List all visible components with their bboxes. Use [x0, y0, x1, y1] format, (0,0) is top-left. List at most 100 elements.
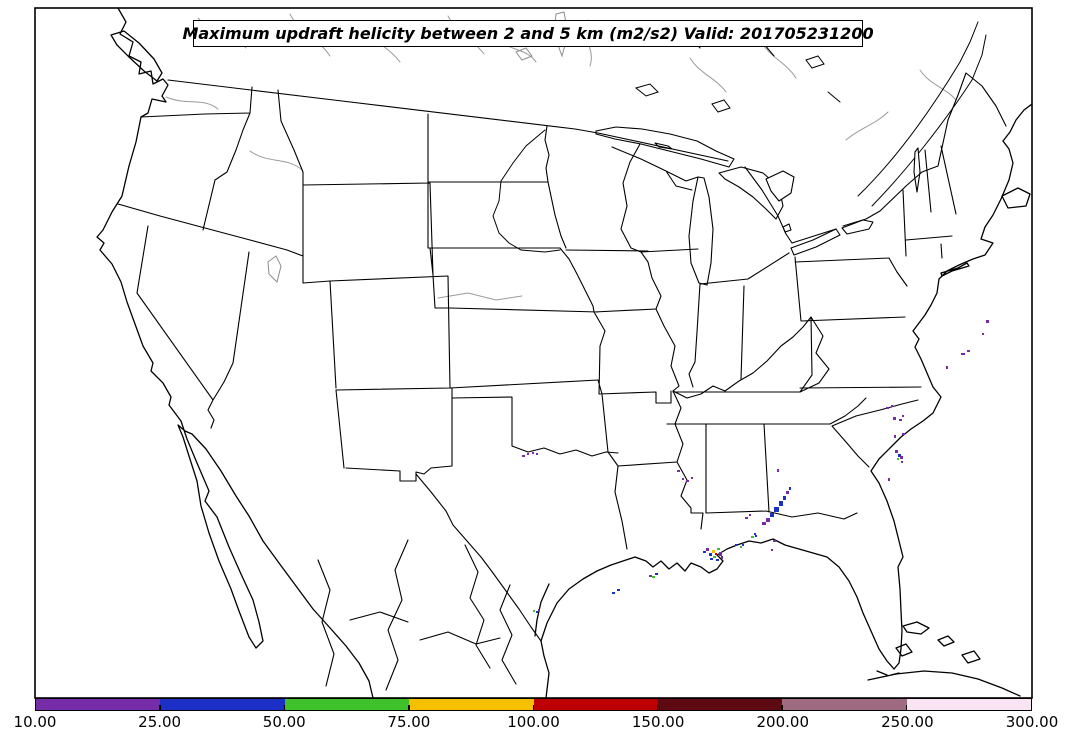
colorbar-tick [283, 705, 286, 710]
helicity-mark [982, 333, 984, 335]
helicity-mark [538, 609, 540, 611]
helicity-mark [751, 536, 754, 538]
helicity-mark [709, 553, 712, 556]
nova-scotia [1001, 187, 1031, 209]
helicity-mark [771, 549, 773, 551]
state-border-layer [117, 86, 957, 642]
rivers-gray-layer [165, 11, 957, 301]
colorbar-tick-label: 300.00 [1005, 713, 1059, 731]
columbia-river [165, 96, 219, 110]
colorbar-tick-label: 150.00 [631, 713, 685, 731]
colorbar-tick [905, 705, 908, 710]
helicity-mark [719, 552, 722, 556]
great-lakes-layer [595, 126, 921, 286]
international-border-layer [167, 72, 1007, 244]
helicity-mark [773, 540, 776, 542]
gulf-atlantic-coastline [540, 140, 1014, 698]
helicity-mark [902, 433, 905, 435]
state-borders-plains [427, 113, 678, 550]
state-borders-west [117, 86, 619, 642]
helicity-mark [891, 405, 893, 407]
helicity-mark [532, 452, 534, 454]
colorbar-segment-25-50 [159, 699, 285, 710]
helicity-mark [617, 589, 620, 591]
river-gray [845, 111, 889, 141]
helicity-mark [893, 417, 896, 420]
colorbar-tick-label: 10.00 [13, 713, 57, 731]
helicity-mark [900, 456, 903, 459]
coastline-layer [96, 8, 1032, 698]
island-squiggle [711, 99, 731, 113]
helicity-mark [652, 576, 655, 578]
platte-river [437, 292, 523, 301]
cuba-coastline [867, 670, 1021, 697]
long-island [940, 262, 970, 277]
helicity-mark [895, 450, 898, 453]
st-lawrence-river [857, 21, 979, 197]
colorbar-tick [159, 705, 161, 710]
helicity-mark [779, 501, 783, 506]
colorbar-tick-label: 50.00 [262, 713, 306, 731]
map-frame [34, 7, 1033, 699]
helicity-mark [536, 453, 538, 455]
helicity-mark [682, 478, 684, 480]
snake-river [249, 150, 303, 171]
st-lawrence-river-south-bank [871, 34, 987, 207]
helicity-mark [712, 550, 715, 553]
river-gray [689, 57, 727, 93]
colorbar-tick-label: 25.00 [138, 713, 182, 731]
maritimes-coastline [1002, 103, 1032, 142]
colorbar-tick-label: 75.00 [387, 713, 431, 731]
helicity-mark [886, 407, 889, 409]
georgian-bay [765, 170, 795, 202]
colorbar-segment-10-25 [36, 699, 161, 710]
helicity-mark [755, 535, 757, 537]
colorbar-segment-75-100 [408, 699, 534, 710]
helicity-mark [706, 548, 709, 551]
bahamas-islands [895, 621, 981, 664]
helicity-mark [703, 551, 706, 553]
colorbar-segment-150-200 [656, 699, 783, 710]
state-borders-northeast [902, 145, 957, 259]
helicity-mark [789, 487, 791, 490]
helicity-mark [527, 453, 529, 455]
helicity-mark [786, 491, 789, 494]
helicity-mark [745, 517, 748, 519]
lake-champlain [913, 147, 921, 193]
colorbar-tick [408, 705, 410, 710]
colorbar-tick-label: 100.00 [507, 713, 560, 731]
helicity-mark [715, 553, 717, 555]
helicity-mark [777, 469, 779, 472]
colorbar-segment-250-300 [905, 699, 1031, 710]
colorbar-tick [656, 705, 659, 710]
helicity-mark [961, 353, 965, 355]
colorbar-tick [781, 705, 783, 710]
helicity-mark [691, 477, 693, 479]
helicity-mark [967, 350, 970, 352]
colorbar-tick-label: 200.00 [756, 713, 810, 731]
colorbar-segment-100-150 [532, 699, 658, 710]
helicity-mark [717, 548, 720, 550]
helicity-mark [946, 366, 948, 369]
helicity-mark [897, 458, 899, 460]
texas-barrier-islands [534, 583, 550, 637]
helicity-mark [770, 513, 774, 517]
state-borders-midwest [611, 143, 908, 399]
mexico-state-borders [317, 539, 517, 691]
helicity-mark [713, 556, 716, 558]
island-squiggle [634, 83, 659, 97]
helicity-mark [902, 415, 904, 417]
helicity-mark [533, 610, 535, 612]
helicity-mark [749, 514, 751, 516]
helicity-mark [762, 522, 766, 525]
colorbar-tick-labels: 10.00 25.00 50.00 75.00 100.00 150.00 200.00 25… [14, 713, 1059, 733]
helicity-mark [742, 544, 744, 546]
helicity-mark [740, 546, 742, 548]
canada-detail-layer [634, 21, 987, 207]
colorbar-tick [532, 705, 534, 710]
rivers-black-layer [492, 129, 561, 253]
lake-michigan [688, 176, 714, 286]
lake-erie [790, 228, 841, 256]
helicity-mark [716, 559, 719, 561]
